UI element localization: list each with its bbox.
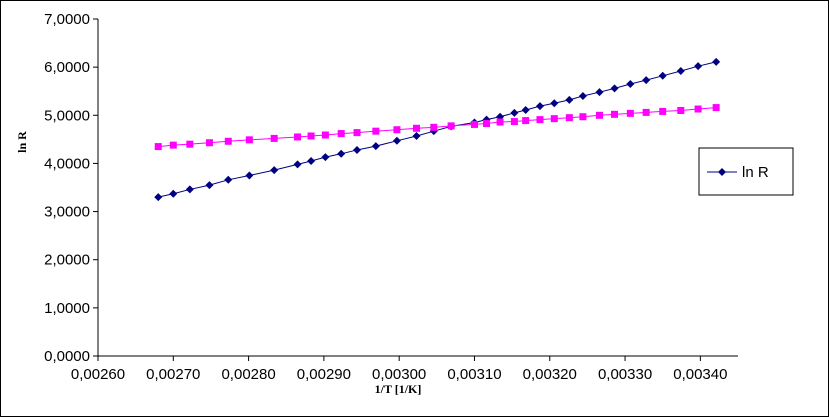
y-tick-label: 3,0000 — [44, 204, 90, 221]
square-point — [611, 110, 619, 118]
axes — [97, 19, 738, 357]
square-point — [186, 140, 194, 148]
x-axis-title: 1/T [1/K] — [375, 382, 422, 396]
square-point — [694, 105, 702, 113]
square-point — [677, 106, 685, 114]
diamond-point — [154, 193, 163, 202]
x-tick-label: 0,00340 — [673, 366, 727, 383]
square-point — [372, 127, 380, 135]
diamond-point — [412, 131, 421, 140]
diamond-point — [224, 175, 233, 184]
y-tick-label: 4,0000 — [44, 155, 90, 172]
x-axis-ticks: 0,00260 0,00270 0,00280 0,00290 0,00300 0,003… — [71, 356, 727, 383]
diamond-point — [642, 76, 651, 85]
diamond-point — [626, 79, 635, 88]
y-axis-ticks: 0,0000 1,0000 2,0000 3,0000 4,0000 5,0000 6,00… — [44, 11, 98, 365]
square-point — [595, 111, 603, 119]
diamond-point — [169, 189, 178, 198]
series-line — [158, 107, 717, 148]
square-point — [393, 126, 401, 134]
diamond-point — [694, 62, 703, 71]
diamond-point — [521, 105, 530, 114]
y-tick-label: 6,0000 — [44, 59, 90, 76]
series-line — [158, 61, 717, 198]
series-layer — [154, 57, 721, 202]
diamond-point — [392, 136, 401, 145]
series-magenta — [154, 104, 720, 151]
square-point — [245, 136, 253, 144]
x-tick-label: 0,00280 — [221, 366, 275, 383]
y-tick-label: 2,0000 — [44, 252, 90, 269]
square-point — [642, 108, 650, 116]
y-tick-label: 0,0000 — [44, 348, 90, 365]
square-point — [294, 133, 302, 141]
x-tick-label: 0,00320 — [523, 366, 577, 383]
legend-diamond-marker — [718, 168, 726, 176]
y-tick-label: 7,0000 — [44, 11, 90, 28]
square-point — [579, 113, 587, 121]
square-point — [565, 114, 573, 122]
diamond-point — [712, 57, 721, 66]
diamond-point — [676, 66, 685, 75]
square-point — [307, 132, 315, 140]
diamond-point — [245, 171, 254, 180]
diamond-point — [307, 157, 316, 166]
square-point — [496, 118, 504, 126]
diamond-point — [550, 99, 559, 108]
diamond-point — [321, 153, 330, 162]
y-axis-title: ln R — [15, 131, 29, 153]
square-point — [626, 109, 634, 117]
square-point — [447, 122, 455, 130]
diamond-point — [185, 185, 194, 194]
legend-label: ln R — [742, 164, 769, 181]
square-point — [154, 143, 162, 151]
y-tick-label: 5,0000 — [44, 107, 90, 124]
square-point — [353, 129, 361, 137]
x-tick-label: 0,00290 — [297, 366, 351, 383]
square-point — [536, 116, 544, 124]
diamond-point — [270, 166, 279, 175]
square-point — [522, 117, 530, 125]
square-point — [712, 104, 720, 112]
square-point — [659, 107, 667, 115]
square-point — [550, 115, 558, 123]
square-point — [321, 131, 329, 139]
square-point — [510, 118, 518, 126]
square-point — [224, 137, 232, 145]
square-point — [483, 119, 491, 127]
diamond-point — [337, 149, 346, 158]
square-point — [169, 141, 177, 149]
x-tick-label: 0,00260 — [71, 366, 125, 383]
square-point — [412, 124, 420, 132]
x-tick-label: 0,00330 — [598, 366, 652, 383]
square-point — [337, 130, 345, 138]
diamond-point — [205, 181, 214, 190]
x-tick-label: 0,00300 — [372, 366, 426, 383]
square-point — [430, 123, 438, 131]
diamond-point — [353, 145, 362, 154]
square-point — [470, 120, 478, 128]
diamond-point — [578, 92, 587, 101]
diamond-point — [658, 71, 667, 80]
legend: ln R — [698, 147, 794, 196]
x-tick-label: 0,00270 — [146, 366, 200, 383]
square-point — [270, 134, 278, 142]
square-point — [205, 139, 213, 147]
diamond-point — [595, 88, 604, 97]
diamond-point — [610, 84, 619, 93]
diamond-point — [565, 95, 574, 104]
x-tick-label: 0,00310 — [447, 366, 501, 383]
diamond-point — [371, 142, 380, 151]
diamond-point — [429, 127, 438, 136]
diamond-point — [510, 108, 519, 117]
diamond-point — [293, 160, 302, 169]
diamond-point — [535, 102, 544, 111]
y-tick-label: 1,0000 — [44, 300, 90, 317]
